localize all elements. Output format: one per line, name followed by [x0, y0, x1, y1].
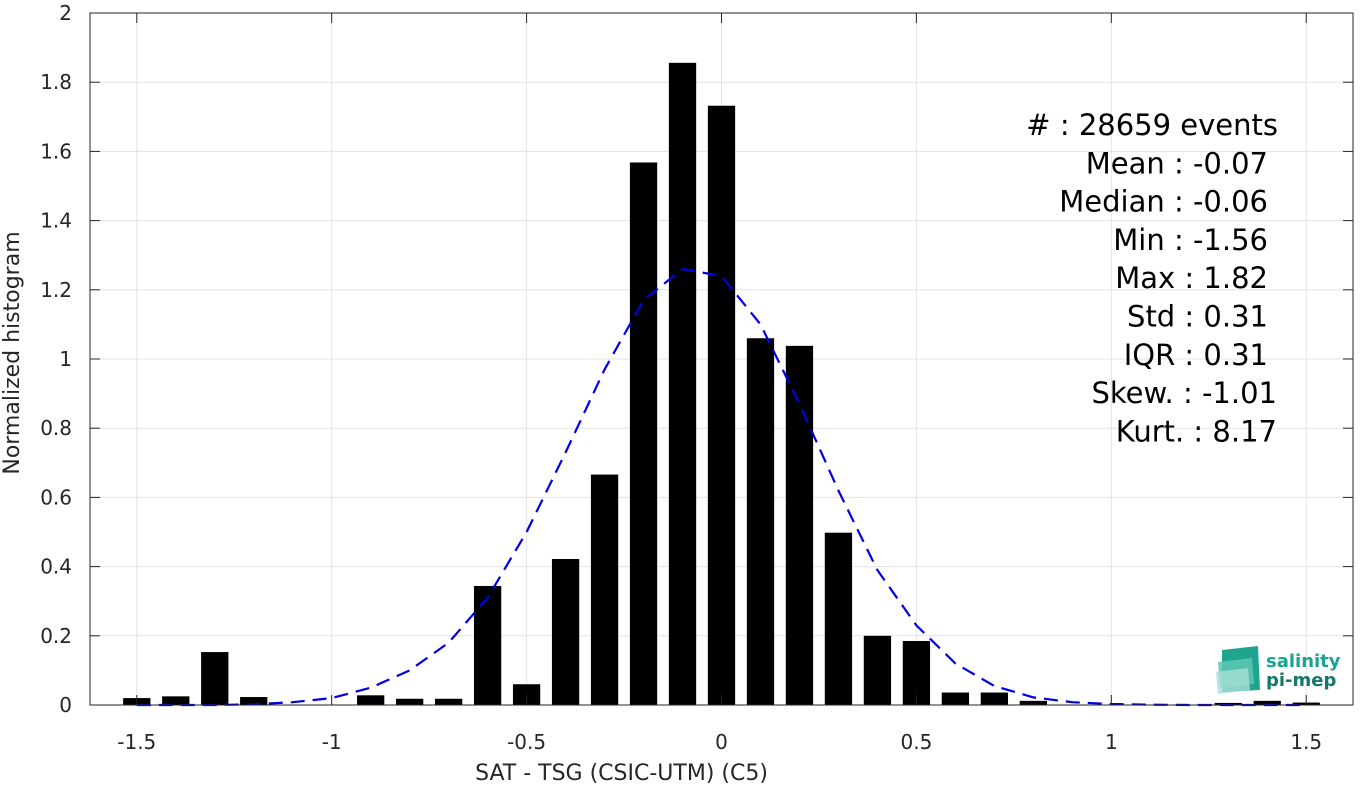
- stat-line: Mean : -0.07: [1086, 146, 1268, 180]
- stat-value: : 0.31: [1175, 338, 1268, 372]
- y-tick-label: 0.6: [40, 485, 72, 509]
- stat-value: : -1.01: [1174, 376, 1277, 410]
- stat-label: Median: [1059, 185, 1164, 219]
- histogram-bar-11: [629, 162, 658, 706]
- x-tick-label: -1.5: [117, 730, 156, 754]
- y-tick-labels: 0 0.2 0.4 0.6 0.8 1 1.2 1.4 1.6 1.8 2: [40, 1, 72, 717]
- histogram-bar-21: [1019, 700, 1047, 705]
- stat-line: IQR : 0.31: [1124, 338, 1268, 372]
- y-tick-label: 2: [59, 1, 72, 25]
- stat-label: Min: [1113, 223, 1164, 257]
- x-tick-label: 0.5: [901, 730, 933, 754]
- stat-value: : 8.17: [1184, 414, 1277, 448]
- axis-ticks: [90, 12, 1353, 706]
- stat-line: Kurt. : 8.17: [1116, 414, 1277, 448]
- stat-label: Kurt.: [1116, 414, 1184, 448]
- histogram-bar-1: [162, 696, 190, 705]
- stat-value: : -0.06: [1165, 185, 1268, 219]
- histogram-bar-8: [512, 684, 541, 705]
- histogram-bar-4: [357, 695, 385, 705]
- logo-text-pi-mep: pi-mep: [1266, 670, 1336, 691]
- x-tick-label: 1: [1105, 730, 1118, 754]
- stat-value: : 0.31: [1175, 300, 1268, 334]
- x-tick-label: -0.5: [507, 730, 546, 754]
- logo-text-salinity: salinity: [1266, 651, 1341, 672]
- y-tick-label: 1.8: [40, 70, 72, 94]
- y-axis-title: Normalized histogram: [0, 231, 25, 474]
- histogram-bar-23: [1253, 700, 1281, 705]
- histogram-bar-7: [473, 585, 502, 705]
- stat-label: Std: [1127, 300, 1175, 334]
- y-tick-label: 0: [59, 693, 72, 717]
- histogram-bar-13: [707, 105, 736, 705]
- bars: [123, 62, 1320, 706]
- histogram-bar-18: [902, 640, 931, 705]
- y-tick-label: 0.2: [40, 624, 72, 648]
- stat-line: Min : -1.56: [1113, 223, 1268, 257]
- x-tick-label: 1.5: [1290, 730, 1322, 754]
- histogram-bar-12: [668, 62, 697, 706]
- x-tick-label: 0: [715, 730, 728, 754]
- x-tick-labels: -1.5 -1 -0.5 0 0.5 1 1.5: [117, 730, 1322, 754]
- stat-label: Max: [1115, 261, 1175, 295]
- histogram-bar-15: [785, 345, 814, 705]
- stat-line: Median : -0.06: [1059, 185, 1268, 219]
- stat-label: Mean: [1086, 146, 1165, 180]
- y-tick-label: 1: [59, 347, 72, 371]
- y-tick-label: 0.4: [40, 555, 72, 579]
- y-tick-label: 1.4: [40, 209, 72, 233]
- histogram-bar-10: [590, 474, 619, 705]
- histogram-bar-6: [434, 698, 463, 705]
- stat-value: : 28659 events: [1060, 108, 1278, 142]
- stat-label: Skew.: [1091, 376, 1173, 410]
- stat-line: # : 28659 events: [1026, 108, 1278, 142]
- histogram-bar-14: [746, 338, 775, 705]
- y-tick-label: 0.8: [40, 416, 72, 440]
- stat-line: Max : 1.82: [1115, 261, 1268, 295]
- stat-line: Skew. : -1.01: [1091, 376, 1277, 410]
- histogram-bar-3: [240, 697, 268, 705]
- salinity-pi-mep-logo: salinity pi-mep: [1216, 646, 1341, 694]
- x-tick-label: -1: [322, 730, 342, 754]
- histogram-bar-17: [863, 635, 892, 705]
- histogram-bar-19: [941, 692, 970, 705]
- histogram-bar-9: [551, 558, 580, 705]
- histogram-bar-2: [201, 652, 229, 705]
- stat-value: : 1.82: [1175, 261, 1268, 295]
- stat-label: #: [1026, 108, 1060, 142]
- y-tick-label: 1.2: [40, 278, 72, 302]
- logo-emblem-icon: [1216, 646, 1260, 694]
- histogram-bar-5: [396, 698, 424, 705]
- x-axis-title: SAT - TSG (CSIC-UTM) (C5): [475, 761, 768, 785]
- histogram-bar-16: [824, 532, 853, 705]
- histogram-bar-20: [980, 692, 1009, 705]
- stat-value: : -1.56: [1165, 223, 1268, 257]
- stat-label: IQR: [1124, 338, 1176, 372]
- y-tick-label: 1.6: [40, 139, 72, 163]
- stat-line: Std : 0.31: [1127, 300, 1268, 334]
- stat-value: : -0.07: [1165, 146, 1268, 180]
